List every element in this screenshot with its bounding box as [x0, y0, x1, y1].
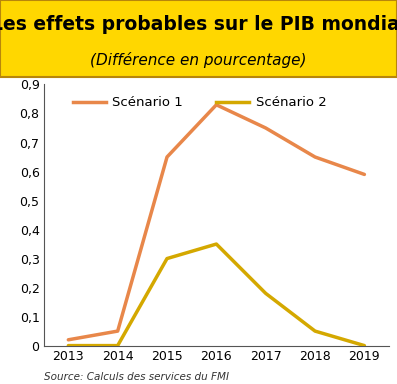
FancyBboxPatch shape [0, 0, 397, 77]
Text: Source: Calculs des services du FMI: Source: Calculs des services du FMI [44, 372, 229, 382]
Text: (Différence en pourcentage): (Différence en pourcentage) [90, 52, 307, 68]
Legend: Scénario 1, Scénario 2: Scénario 1, Scénario 2 [67, 91, 332, 115]
Text: Les effets probables sur le PIB mondial: Les effets probables sur le PIB mondial [0, 15, 397, 34]
